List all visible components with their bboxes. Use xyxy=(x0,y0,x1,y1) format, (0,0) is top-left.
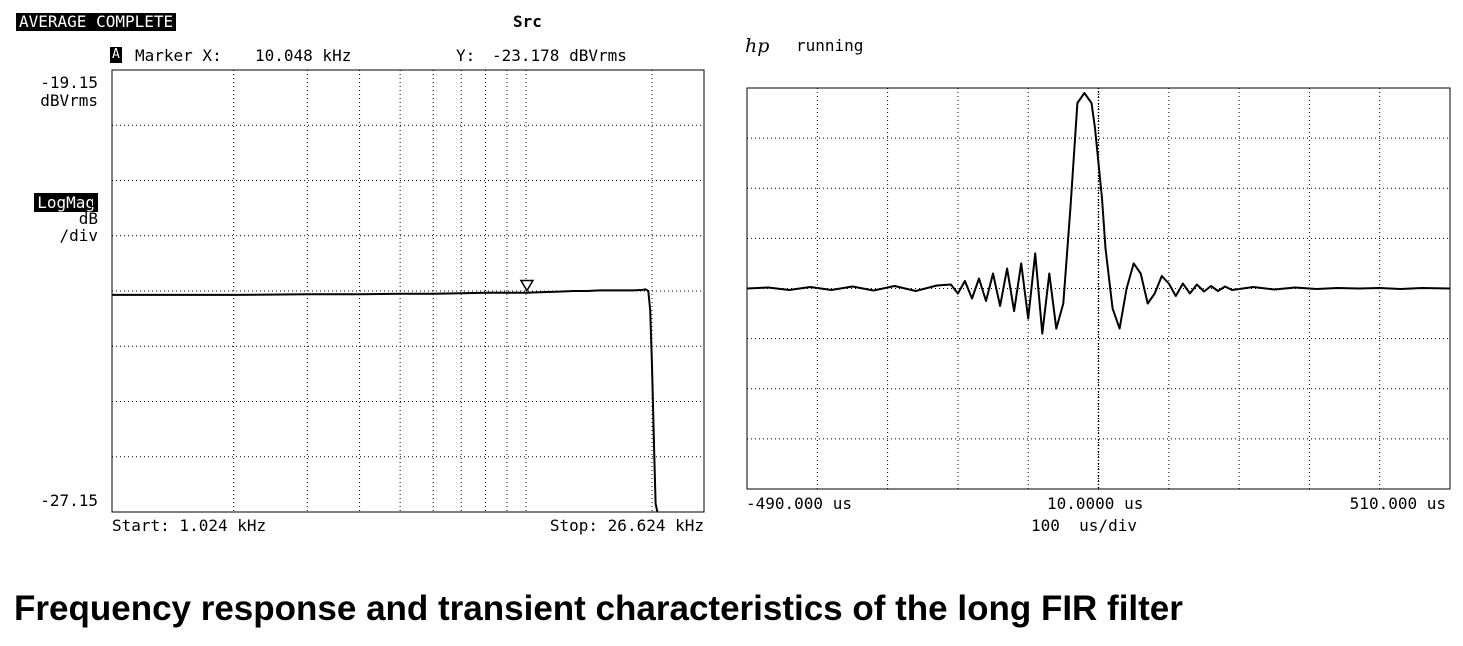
y-bottom-value: -27.15 xyxy=(40,491,98,510)
marker-badge: A xyxy=(110,47,122,63)
figure-caption: Frequency response and transient charact… xyxy=(14,589,1183,628)
marker-y-value: -23.178 dBVrms xyxy=(492,46,627,65)
channel-label: Src xyxy=(513,12,542,31)
frequency-response-trace xyxy=(112,288,659,513)
run-status: running xyxy=(796,36,864,55)
start-label: Start: 1.024 kHz xyxy=(112,516,267,535)
marker-triangle xyxy=(519,279,535,293)
timebase-label: 100 us/div xyxy=(1031,516,1137,535)
scale-mode-group: LogMag xyxy=(10,176,98,212)
scale-unit: dB xyxy=(78,209,98,228)
marker-y-label: Y: xyxy=(456,46,476,65)
y-top-unit: dBVrms xyxy=(40,91,98,110)
average-status: AVERAGE COMPLETE xyxy=(16,13,177,31)
scale-mode: LogMag xyxy=(34,193,98,212)
x-left-label: -490.000 us xyxy=(746,494,852,513)
y-top-value: -19.15 xyxy=(40,73,98,92)
marker-x-value: 10.048 kHz xyxy=(255,46,352,65)
scale-per: /div xyxy=(59,226,98,245)
charts-canvas xyxy=(111,69,1451,513)
stop-label: Stop: 26.624 kHz xyxy=(549,516,704,535)
scale-value: 1 xyxy=(88,192,98,211)
impulse-response-trace xyxy=(746,92,1451,335)
impulse-response-chart xyxy=(746,87,1451,490)
x-center-label: 10.0000 us xyxy=(1047,494,1144,513)
x-right-label: 510.000 us xyxy=(1349,494,1446,513)
marker-x-label: Marker X: xyxy=(135,46,222,65)
hp-logo: hp xyxy=(745,35,770,57)
frequency-response-chart xyxy=(111,69,705,513)
